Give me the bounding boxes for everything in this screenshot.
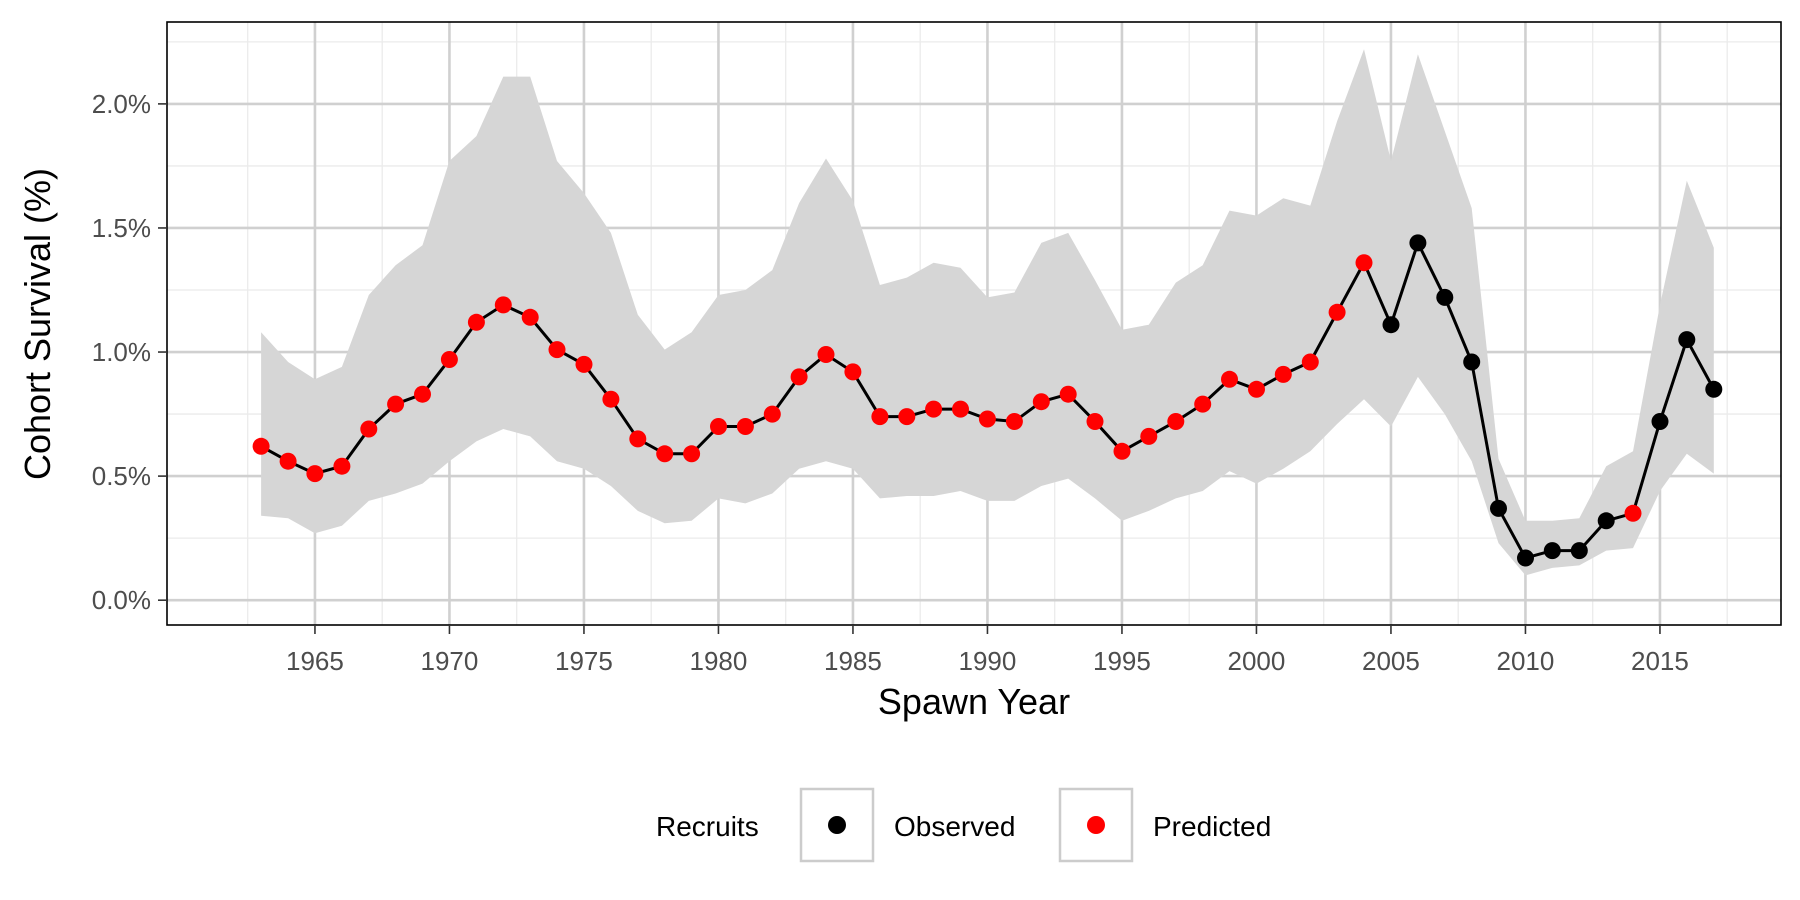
legend-title: Recruits — [656, 811, 759, 842]
predicted-point — [306, 465, 324, 483]
predicted-point — [656, 445, 674, 463]
legend-label-predicted: Predicted — [1153, 811, 1271, 842]
y-tick-label: 0.0% — [92, 585, 151, 615]
predicted-point — [790, 368, 808, 386]
predicted-point — [575, 355, 593, 373]
x-tick-label: 1990 — [959, 646, 1017, 676]
observed-point — [1517, 549, 1534, 567]
y-tick-label: 2.0% — [92, 89, 151, 119]
predicted-point — [978, 410, 996, 428]
x-tick-label: 2000 — [1228, 646, 1286, 676]
x-tick-label: 1980 — [690, 646, 748, 676]
x-tick-label: 1975 — [555, 646, 613, 676]
predicted-point — [1248, 380, 1265, 398]
plot-panel-border — [166, 21, 1782, 626]
x-tick-label: 1965 — [286, 646, 344, 676]
legend-label-observed: Observed — [894, 811, 1015, 842]
x-tick-label: 2010 — [1497, 646, 1555, 676]
observed-point — [1570, 542, 1588, 560]
predicted-point — [1274, 365, 1292, 383]
y-axis-title: Cohort Survival (%) — [17, 168, 58, 480]
predicted-point — [763, 405, 781, 423]
predicted-point — [710, 418, 727, 435]
predicted-point — [548, 341, 566, 359]
predicted-point — [817, 346, 835, 363]
observed-point — [1382, 316, 1400, 334]
legend: Recruits Observed Predicted — [656, 787, 1271, 863]
predicted-point — [1113, 442, 1131, 460]
predicted-point — [1167, 413, 1185, 430]
predicted-point — [252, 437, 270, 455]
predicted-point — [925, 400, 943, 418]
predicted-point — [440, 351, 458, 368]
predicted-point — [1059, 385, 1077, 403]
predicted-point — [387, 395, 405, 413]
predicted-point — [1301, 353, 1319, 371]
y-tick-label: 0.5% — [92, 461, 151, 491]
x-tick-label: 2015 — [1631, 646, 1689, 676]
predicted-point — [494, 296, 512, 314]
predicted-point — [1355, 254, 1373, 272]
x-tick-label: 1970 — [421, 646, 479, 676]
predicted-point — [1086, 413, 1104, 430]
x-axis-ticks: 1965 1970 1975 1980 1985 1990 1995 2000 2005 2010… — [286, 625, 1689, 676]
predicted-point — [333, 457, 351, 475]
x-tick-label: 2005 — [1362, 646, 1420, 676]
predicted-point — [1328, 303, 1346, 321]
y-tick-label: 1.0% — [92, 337, 151, 367]
x-tick-label: 1995 — [1093, 646, 1151, 676]
predicted-point — [736, 418, 754, 435]
predicted-point — [1032, 393, 1050, 411]
predicted-point — [844, 363, 862, 381]
y-tick-label: 1.5% — [92, 213, 151, 243]
predicted-point — [898, 408, 916, 426]
x-axis-title: Spawn Year — [878, 681, 1070, 722]
predicted-point — [1005, 413, 1023, 430]
predicted-point — [683, 445, 701, 463]
predicted-point — [602, 390, 620, 408]
data-points — [252, 234, 1723, 567]
observed-point — [1678, 331, 1696, 349]
x-tick-label: 1985 — [824, 646, 882, 676]
observed-point — [1436, 288, 1454, 306]
observed-point — [1651, 413, 1669, 430]
observed-point — [1463, 353, 1481, 371]
predicted-point — [1140, 427, 1158, 445]
observed-point — [1705, 380, 1723, 398]
confidence-ribbon — [261, 49, 1714, 576]
observed-point — [1597, 512, 1615, 530]
predicted-point — [952, 400, 969, 418]
predicted-point — [1221, 370, 1238, 388]
legend-marker-predicted — [1087, 816, 1105, 834]
observed-point — [1490, 499, 1507, 517]
predicted-point — [871, 408, 889, 426]
legend-marker-observed — [828, 816, 846, 834]
predicted-point — [414, 385, 431, 403]
y-axis-ticks: 0.0% 0.5% 1.0% 1.5% 2.0% — [92, 89, 167, 615]
predicted-point — [521, 308, 539, 326]
predicted-point — [1624, 504, 1642, 522]
predicted-point — [360, 420, 378, 438]
observed-point — [1543, 542, 1561, 560]
predicted-point — [279, 452, 297, 470]
predicted-point — [1194, 395, 1212, 413]
observed-point — [1409, 234, 1427, 252]
predicted-point — [467, 313, 485, 331]
predicted-point — [629, 430, 647, 448]
